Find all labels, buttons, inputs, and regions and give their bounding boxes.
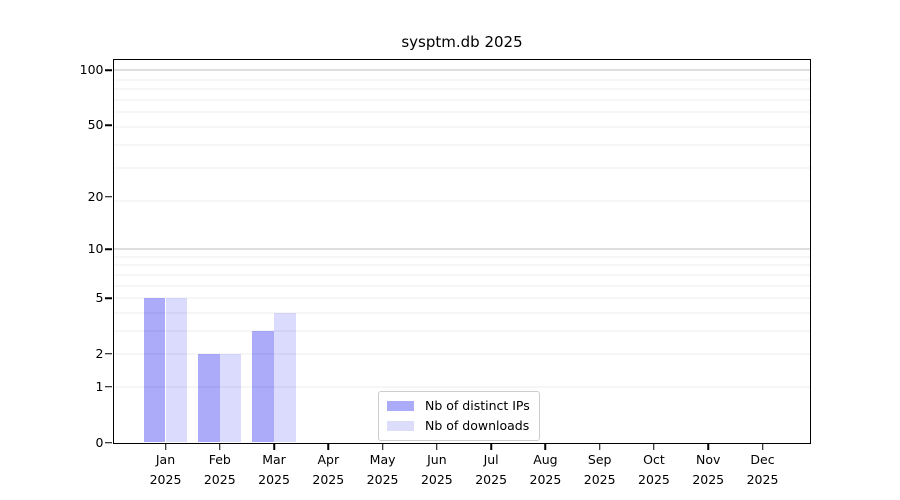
x-tick-label: Jun 2025 (420, 451, 453, 487)
bar-downloads-jan (165, 298, 188, 443)
gridline-minor (113, 297, 810, 299)
gridline-minor (113, 144, 810, 146)
y-tick-label: 100 (79, 62, 104, 78)
x-tick-mark (164, 444, 167, 450)
y-tick-label: 1 (95, 378, 104, 394)
gridline-minor (113, 126, 810, 128)
gridline-minor (113, 264, 810, 266)
gridline-minor (113, 386, 810, 388)
x-tick-label: Sep 2025 (583, 451, 616, 487)
x-tick-mark (707, 444, 709, 450)
x-tick-label: Apr 2025 (312, 451, 345, 487)
chart-title: sysptm.db 2025 (401, 33, 523, 51)
y-tick-label: 50 (87, 117, 104, 133)
y-tick-label: 0 (95, 434, 104, 450)
x-tick-label: Jan 2025 (149, 451, 182, 487)
gridline-minor (113, 88, 810, 90)
y-tick-label: 10 (87, 241, 104, 257)
x-tick-mark (381, 444, 384, 450)
x-tick-label: Nov 2025 (692, 451, 725, 487)
y-tick-mark (105, 124, 112, 127)
x-tick-mark (598, 444, 601, 450)
gridline-minor (113, 79, 810, 81)
x-tick-mark (436, 444, 438, 450)
y-tick-mark (105, 441, 112, 444)
legend-swatch-downloads (387, 420, 414, 432)
legend-swatch-distinct-ips (387, 400, 414, 412)
gridline-minor (113, 330, 810, 332)
bar-distinct-ips-jan (143, 298, 166, 443)
gridline-minor (113, 274, 810, 276)
gridline-minor (113, 256, 810, 258)
y-tick-label: 20 (87, 188, 104, 204)
x-tick-mark (544, 444, 547, 450)
x-tick-mark (273, 444, 275, 450)
x-tick-mark (219, 444, 221, 450)
bar-distinct-ips-feb (198, 353, 220, 443)
y-tick-mark (105, 353, 112, 355)
gridline-major (113, 248, 810, 250)
x-tick-mark (653, 444, 655, 450)
x-tick-mark (490, 444, 492, 450)
gridline-minor (113, 353, 810, 355)
y-tick-mark (105, 196, 112, 198)
x-tick-label: Mar 2025 (258, 451, 290, 487)
gridline-minor (113, 285, 810, 287)
x-tick-label: Aug 2025 (529, 451, 562, 487)
plot-area: 100 50 20 10 5 2 1 0 Jan 2025 Feb 2025 Mar 2025 Apr 202… (80, 58, 811, 487)
y-tick-label: 2 (95, 345, 104, 361)
legend-row-distinct-ips: Nb of distinct IPs (387, 398, 530, 414)
gridline-major (113, 69, 810, 71)
bar-downloads-feb (219, 353, 242, 443)
legend-label-downloads: Nb of downloads (425, 418, 530, 433)
y-tick-mark (105, 69, 112, 72)
bar-downloads-mar (274, 312, 296, 443)
x-tick-mark (327, 444, 330, 450)
x-tick-label: Feb 2025 (203, 451, 236, 487)
gridline-minor (113, 167, 810, 169)
legend-row-downloads: Nb of downloads (387, 418, 530, 434)
bar-distinct-ips-mar (252, 330, 275, 443)
x-tick-label: Dec 2025 (746, 451, 779, 487)
gridline-minor (113, 312, 810, 314)
gridline-minor (113, 200, 810, 202)
y-tick-mark (105, 248, 112, 250)
x-tick-label: Oct 2025 (638, 451, 670, 487)
legend: Nb of distinct IPs Nb of downloads (378, 391, 540, 441)
x-tick-mark (761, 444, 764, 450)
gridline-minor (113, 111, 810, 113)
y-tick-mark (105, 385, 112, 388)
legend-label-distinct-ips: Nb of distinct IPs (425, 398, 530, 413)
y-tick-label: 5 (95, 290, 104, 305)
y-tick-mark (105, 297, 112, 299)
x-tick-label: Jul 2025 (475, 451, 508, 487)
x-tick-label: May 2025 (366, 451, 399, 487)
gridline-minor (113, 99, 810, 101)
